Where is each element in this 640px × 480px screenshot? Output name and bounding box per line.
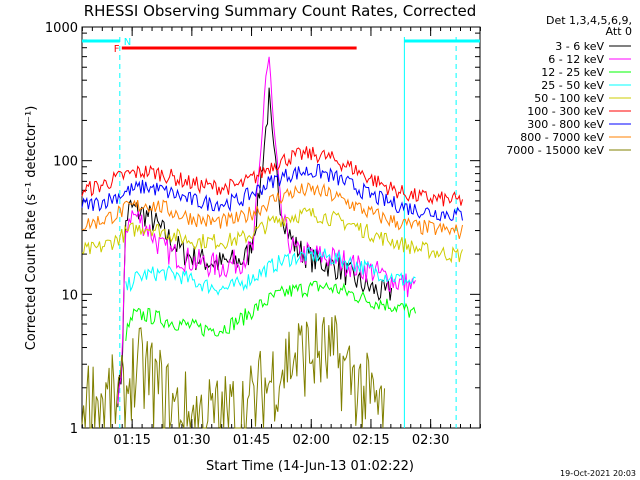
x-tick-label: 02:15 xyxy=(352,433,389,448)
legend-label: 6 - 12 keV xyxy=(548,53,604,66)
legend-label: 100 - 300 keV xyxy=(527,105,604,118)
series-line xyxy=(117,87,393,408)
legend-label: 7000 - 15000 keV xyxy=(506,144,604,157)
flag-label: F xyxy=(114,44,120,55)
series-line xyxy=(125,246,416,296)
legend-label: 300 - 800 keV xyxy=(527,118,604,131)
legend-header: Att 0 xyxy=(606,25,632,38)
legend-label: 25 - 50 keV xyxy=(541,79,604,92)
legend-label: 12 - 25 keV xyxy=(541,66,604,79)
flag-label: N xyxy=(124,37,131,48)
legend-label: 3 - 6 keV xyxy=(555,40,604,53)
y-tick-label: 1 xyxy=(70,422,78,437)
x-tick-label: 02:30 xyxy=(412,433,449,448)
legend-label: 800 - 7000 keV xyxy=(520,131,604,144)
x-tick-label: 02:00 xyxy=(293,433,330,448)
series-line xyxy=(81,182,463,240)
chart-title: RHESSI Observing Summary Count Rates, Co… xyxy=(84,2,477,20)
series-line xyxy=(81,313,385,429)
series-line xyxy=(81,146,463,207)
legend-header: Det 1,3,4,5,6,9, xyxy=(546,14,632,27)
timestamp: 19-Oct-2021 20:03 xyxy=(560,469,636,478)
y-tick-label: 100 xyxy=(53,155,78,170)
x-tick-label: 01:15 xyxy=(113,433,150,448)
series-line xyxy=(81,163,463,222)
y-tick-label: 1000 xyxy=(45,21,78,36)
series-line xyxy=(125,280,416,341)
y-axis-label: Corrected Count Rate (s⁻¹ detector⁻¹) xyxy=(24,106,39,351)
x-tick-label: 01:30 xyxy=(173,433,210,448)
series-line xyxy=(81,207,463,264)
plot-area: 1 10 100 1000 01:15 01:30 01:45 02:00 02:15 02:30… xyxy=(45,21,481,448)
y-tick-label: 10 xyxy=(61,288,78,303)
x-axis-label: Start Time (14-Jun-13 01:02:22) xyxy=(206,459,414,474)
series-line xyxy=(117,56,416,404)
legend-label: 50 - 100 keV xyxy=(534,92,604,105)
x-tick-label: 01:45 xyxy=(233,433,270,448)
